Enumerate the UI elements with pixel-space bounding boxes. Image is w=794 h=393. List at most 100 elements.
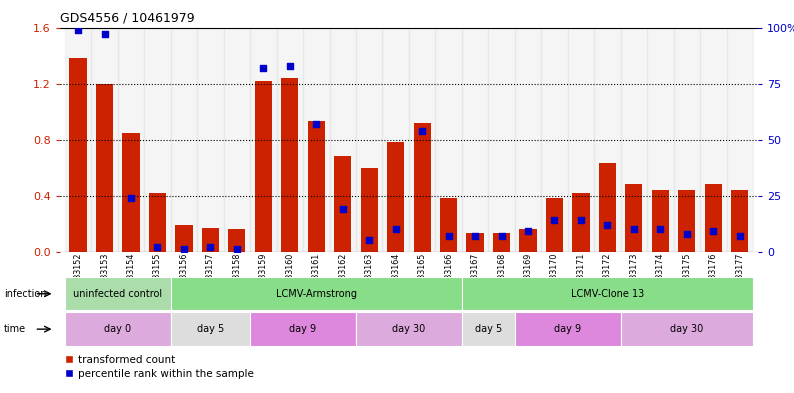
Bar <box>250 312 356 346</box>
Point <box>363 237 376 243</box>
Bar <box>250 28 276 252</box>
Bar <box>462 28 488 252</box>
Point <box>575 217 588 223</box>
Point <box>151 244 164 250</box>
Bar <box>334 156 351 252</box>
Bar <box>488 28 515 252</box>
Text: day 9: day 9 <box>554 324 581 334</box>
Bar <box>360 167 378 252</box>
Point <box>98 31 111 37</box>
Bar <box>96 84 113 252</box>
Point <box>522 228 534 235</box>
Point <box>389 226 402 232</box>
Bar <box>493 233 511 252</box>
Bar <box>149 193 166 252</box>
Bar <box>467 233 484 252</box>
Point <box>468 233 481 239</box>
Bar <box>387 142 404 252</box>
Bar <box>542 28 568 252</box>
Point <box>442 233 455 239</box>
Bar <box>727 28 753 252</box>
Bar <box>118 28 145 252</box>
Bar <box>383 28 409 252</box>
Text: day 5: day 5 <box>197 324 224 334</box>
Bar <box>700 28 727 252</box>
Text: day 9: day 9 <box>290 324 317 334</box>
Bar <box>330 28 356 252</box>
Bar <box>356 312 462 346</box>
Bar <box>65 277 171 310</box>
Bar <box>731 190 748 252</box>
Bar <box>435 28 462 252</box>
Bar <box>171 28 197 252</box>
Bar <box>145 28 171 252</box>
Point <box>257 65 270 71</box>
Text: day 5: day 5 <box>475 324 502 334</box>
Bar <box>626 184 642 252</box>
Text: LCMV-Armstrong: LCMV-Armstrong <box>276 289 357 299</box>
Bar <box>65 28 91 252</box>
Bar <box>171 312 250 346</box>
Bar <box>414 123 430 252</box>
Bar <box>356 28 383 252</box>
Bar <box>599 163 616 252</box>
Bar <box>70 58 87 252</box>
Bar <box>303 28 330 252</box>
Bar <box>229 229 245 252</box>
Point <box>416 127 429 134</box>
Bar <box>519 229 537 252</box>
Point <box>204 244 217 250</box>
Bar <box>175 225 193 252</box>
Point <box>548 217 561 223</box>
Bar <box>546 198 563 252</box>
Bar <box>202 228 219 252</box>
Point <box>178 246 191 252</box>
Bar <box>678 190 696 252</box>
Text: time: time <box>4 324 26 334</box>
Bar <box>65 312 171 346</box>
Bar <box>308 121 325 252</box>
Legend: transformed count, percentile rank within the sample: transformed count, percentile rank withi… <box>65 355 254 379</box>
Bar <box>515 28 542 252</box>
Point <box>680 230 693 237</box>
Bar <box>621 28 647 252</box>
Text: uninfected control: uninfected control <box>73 289 162 299</box>
Bar <box>568 28 594 252</box>
Bar <box>440 198 457 252</box>
Bar <box>462 277 753 310</box>
Bar <box>171 277 462 310</box>
Point <box>125 195 137 201</box>
Bar <box>224 28 250 252</box>
Text: day 30: day 30 <box>670 324 703 334</box>
Bar <box>409 28 435 252</box>
Point <box>310 121 322 127</box>
Bar <box>276 28 303 252</box>
Bar <box>462 312 515 346</box>
Bar <box>255 81 272 252</box>
Point <box>734 233 746 239</box>
Bar <box>122 132 140 252</box>
Bar <box>621 312 753 346</box>
Text: day 30: day 30 <box>392 324 426 334</box>
Point <box>601 222 614 228</box>
Bar <box>652 190 669 252</box>
Bar <box>594 28 621 252</box>
Text: GDS4556 / 10461979: GDS4556 / 10461979 <box>60 12 195 25</box>
Point <box>71 27 84 33</box>
Bar <box>91 28 118 252</box>
Bar <box>572 193 589 252</box>
Bar <box>197 28 224 252</box>
Bar <box>647 28 673 252</box>
Point <box>337 206 349 212</box>
Bar <box>515 312 621 346</box>
Point <box>707 228 719 235</box>
Point <box>283 62 296 69</box>
Text: LCMV-Clone 13: LCMV-Clone 13 <box>571 289 644 299</box>
Bar <box>673 28 700 252</box>
Text: day 0: day 0 <box>104 324 131 334</box>
Point <box>627 226 640 232</box>
Text: infection: infection <box>4 289 47 299</box>
Bar <box>281 78 299 252</box>
Point <box>230 246 243 252</box>
Bar <box>705 184 722 252</box>
